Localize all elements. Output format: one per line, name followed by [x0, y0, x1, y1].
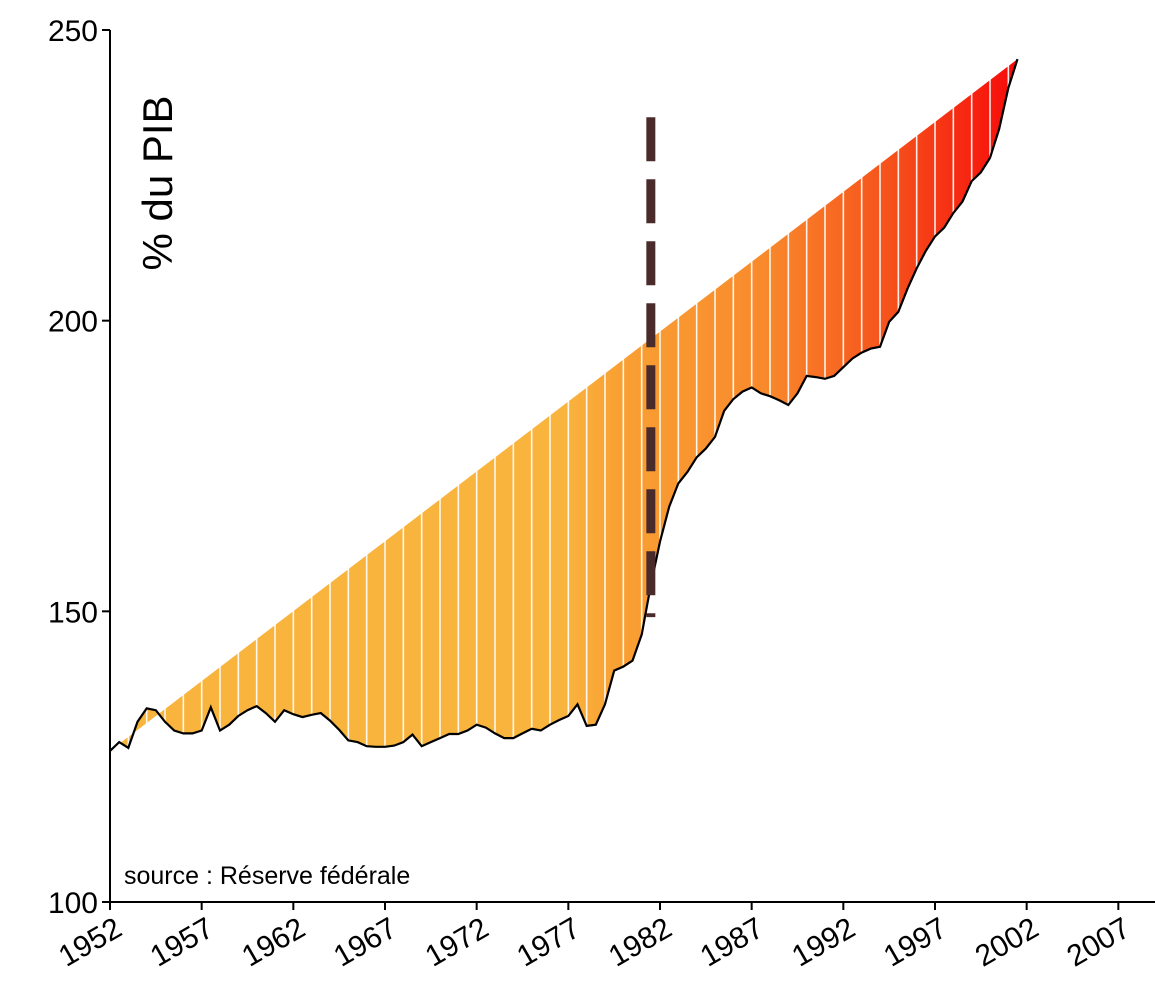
x-tick-label: 1997 — [878, 911, 952, 973]
x-tick-label: 1982 — [603, 911, 677, 973]
x-tick-label: 1957 — [145, 911, 219, 973]
y-tick-label: 150 — [48, 596, 98, 629]
x-tick-label: 1962 — [237, 911, 311, 973]
y-tick-label: 200 — [48, 306, 98, 339]
area-series — [110, 59, 1018, 751]
year-stripes — [127, 30, 1138, 900]
area-fill — [110, 59, 1018, 751]
axes — [109, 30, 1155, 903]
y-tick-label: 250 — [48, 15, 98, 48]
x-tick-label: 1952 — [53, 911, 127, 973]
y-tick-label: 100 — [48, 887, 98, 920]
x-ticks: 1952 1957 1962 1967 1972 1977 1982 1987 1992 1997… — [53, 902, 1136, 973]
y-axis-label: % du PIB — [134, 95, 181, 270]
x-tick-label: 1987 — [695, 911, 769, 973]
x-tick-label: 1967 — [328, 911, 402, 973]
x-tick-label: 1977 — [512, 911, 586, 973]
x-tick-label: 2007 — [1062, 911, 1136, 973]
source-annotation: source : Réserve fédérale — [124, 862, 410, 890]
x-tick-label: 1992 — [787, 911, 861, 973]
x-tick-label: 1972 — [420, 911, 494, 973]
series-outline — [109, 58, 1019, 752]
x-tick-label: 2002 — [970, 911, 1044, 973]
y-ticks: 100 150 200 250 — [48, 15, 110, 920]
